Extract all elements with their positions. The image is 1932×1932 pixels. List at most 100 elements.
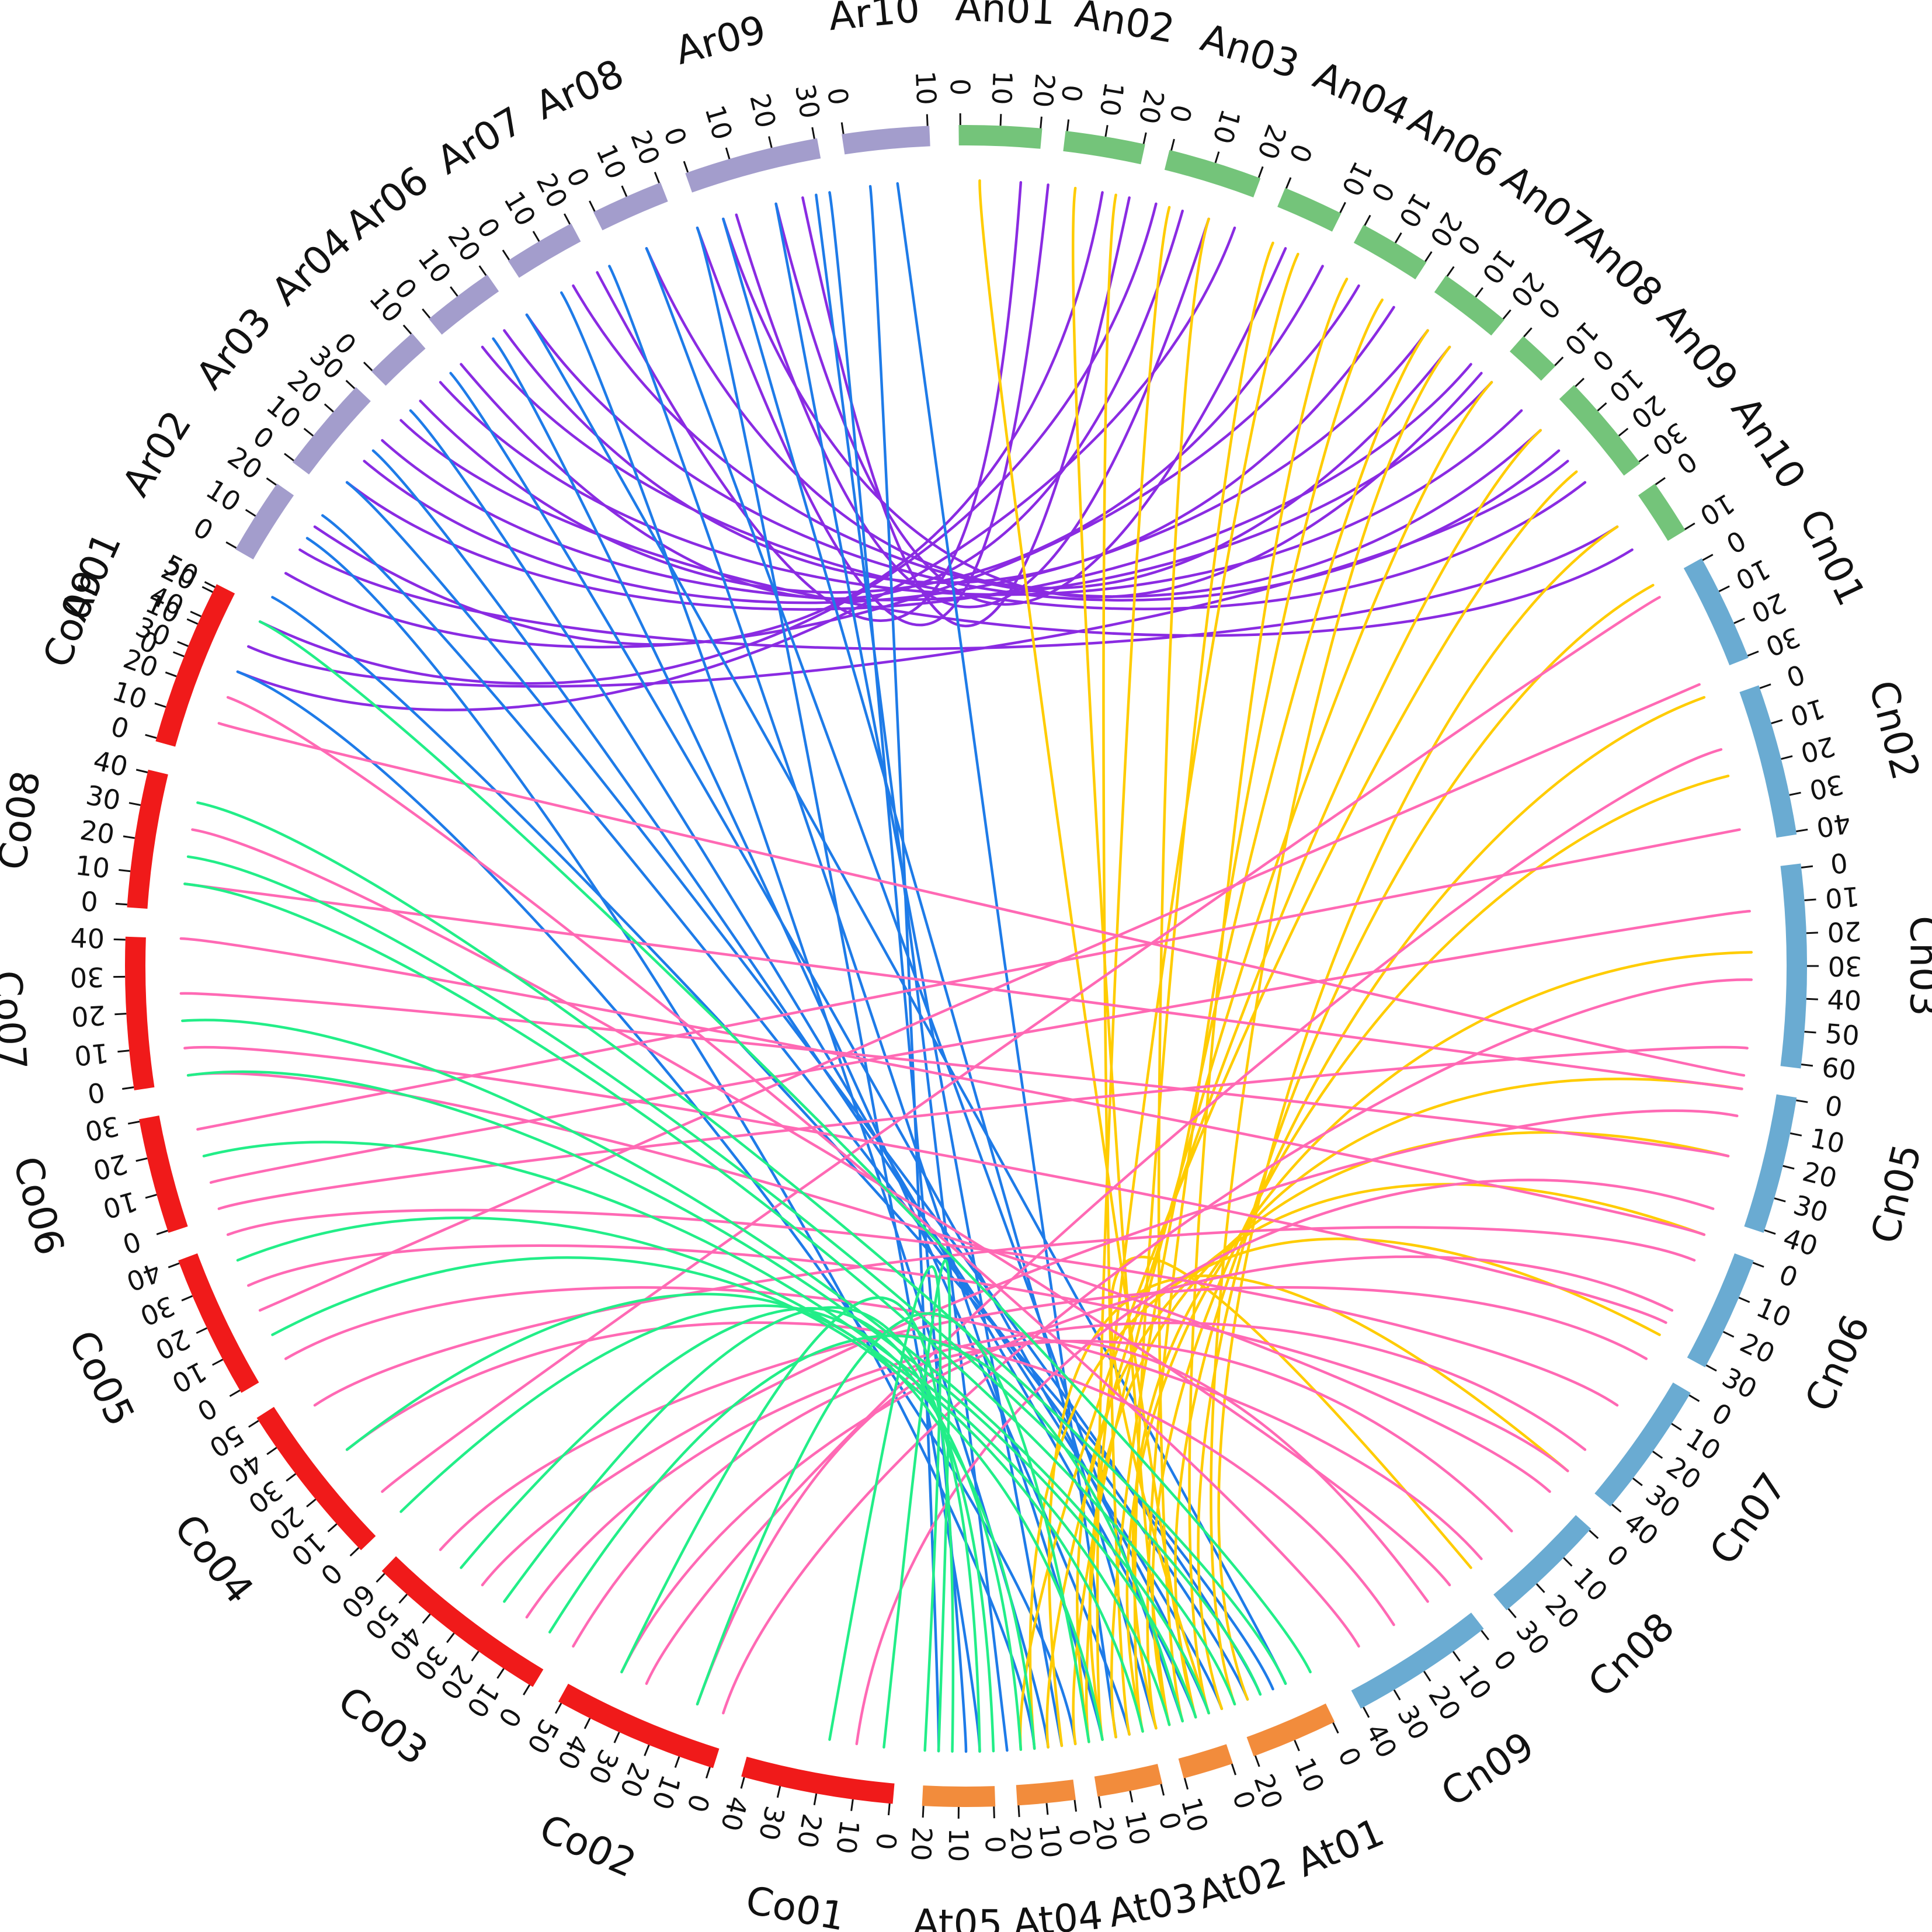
chromosome-cn08 [1493,1515,1592,1611]
synteny-link [1217,525,1619,1701]
synteny-link [828,191,968,1753]
tick-label: 10 [699,102,738,143]
synteny-link [525,1321,1587,1619]
synteny-link [722,217,1483,599]
synteny-link [1125,951,1753,1733]
tick-label: 0 [1055,83,1089,104]
tick-label: 20 [151,1323,195,1366]
tick-mark [1423,1670,1431,1682]
synteny-link [183,1045,1667,1324]
tick-mark [345,380,356,390]
tick-mark [154,702,166,708]
chromosome-label-cn05: Cn05 [1862,1139,1930,1248]
chromosome-an07 [1434,275,1504,336]
tick-mark [1073,1799,1078,1812]
synteny-link [236,670,1077,1746]
tick-mark [840,122,845,134]
synteny-link [828,1265,942,1752]
tick-mark [740,1777,745,1789]
tick-mark [201,586,213,593]
tick-mark [1738,1297,1750,1304]
tick-label: 10 [1207,106,1247,148]
tick-mark [1759,683,1771,689]
tick-label: 10 [1824,880,1861,914]
synteny-link [258,620,1312,1674]
tick-mark [327,1523,338,1533]
chromosome-label-co05: Co05 [60,1324,143,1433]
tick-label: 20 [791,1811,828,1850]
synteny-link [1188,277,1349,1715]
synteny-link [882,1259,951,1753]
tick-mark [248,1420,259,1428]
tick-mark [1782,1165,1795,1170]
tick-label: 10 [1752,1291,1796,1334]
chromosome-at04 [1016,1779,1076,1806]
chromosome-label-co01: Co01 [742,1878,848,1932]
tick-label: 0 [944,78,976,96]
tick-mark [1129,1791,1134,1803]
tick-mark [1632,1478,1643,1486]
chromosome-label-cn08: Cn08 [1580,1604,1683,1706]
synteny-link [381,596,1661,1493]
tick-mark [422,1613,431,1624]
tick-label: 30 [1790,1189,1832,1229]
tick-label: 40 [1827,984,1862,1017]
tick-label: 10 [909,70,943,106]
tick-label: 30 [1828,950,1862,982]
chromosome-an10 [1638,484,1686,541]
chromosome-co06 [139,1116,188,1233]
tick-label: 20 [1747,586,1791,629]
tick-mark [156,1229,168,1235]
synteny-link [363,329,1429,604]
tick-mark [1424,251,1433,262]
tick-mark [1718,585,1730,592]
tick-mark [471,1650,479,1662]
chromosome-at01 [1246,1703,1335,1757]
tick-label: 0 [1775,1259,1802,1294]
synteny-link [572,284,1542,598]
tick-mark [1796,1099,1808,1103]
chromosome-an03 [1164,150,1261,197]
synteny-link [271,596,1274,1691]
tick-mark [1747,650,1759,657]
tick-mark [1688,1394,1700,1402]
tick-mark [1363,1707,1370,1718]
tick-mark [128,802,141,806]
synteny-link [247,460,1569,688]
tick-mark [113,938,126,941]
tick-mark [266,1447,277,1455]
synteny-link [1109,1256,1472,1715]
synteny-link [492,337,1131,1736]
chromosome-an02 [1063,131,1145,165]
tick-label: 0 [1283,140,1319,168]
synteny-link [608,265,1104,1741]
tick-mark [266,477,277,486]
tick-label: 30 [753,1803,791,1843]
tick-mark [1789,791,1801,796]
synteny-link [186,855,1262,1696]
chromosome-label-ar10: Ar10 [826,0,922,39]
synteny-link [345,1321,1395,1627]
tick-label: 10 [99,1185,141,1225]
tick-mark [212,1358,224,1366]
synteny-link [774,202,1287,606]
tick-label: 10 [200,473,246,518]
tick-label: 10 [1033,1822,1068,1859]
synteny-link [226,696,1360,1648]
chromosome-label-at05: At05 [912,1901,1003,1932]
tick-mark [1804,1030,1816,1034]
synteny-link [321,514,1249,1701]
tick-mark [1294,1739,1300,1752]
tick-mark [1796,828,1808,833]
chromosome-label-co09: Co09 [34,564,113,673]
synteny-link [548,1335,1184,1723]
chromosome-label-ar08: Ar08 [529,51,630,129]
tick-label: 10 [590,140,633,183]
chromosome-label-co03: Co03 [330,1678,436,1774]
synteny-link [620,1255,1674,1674]
tick-mark [324,403,334,413]
tick-mark [1684,522,1695,530]
tick-mark [450,286,458,297]
tick-mark [1611,1503,1622,1513]
tick-mark [532,231,540,242]
